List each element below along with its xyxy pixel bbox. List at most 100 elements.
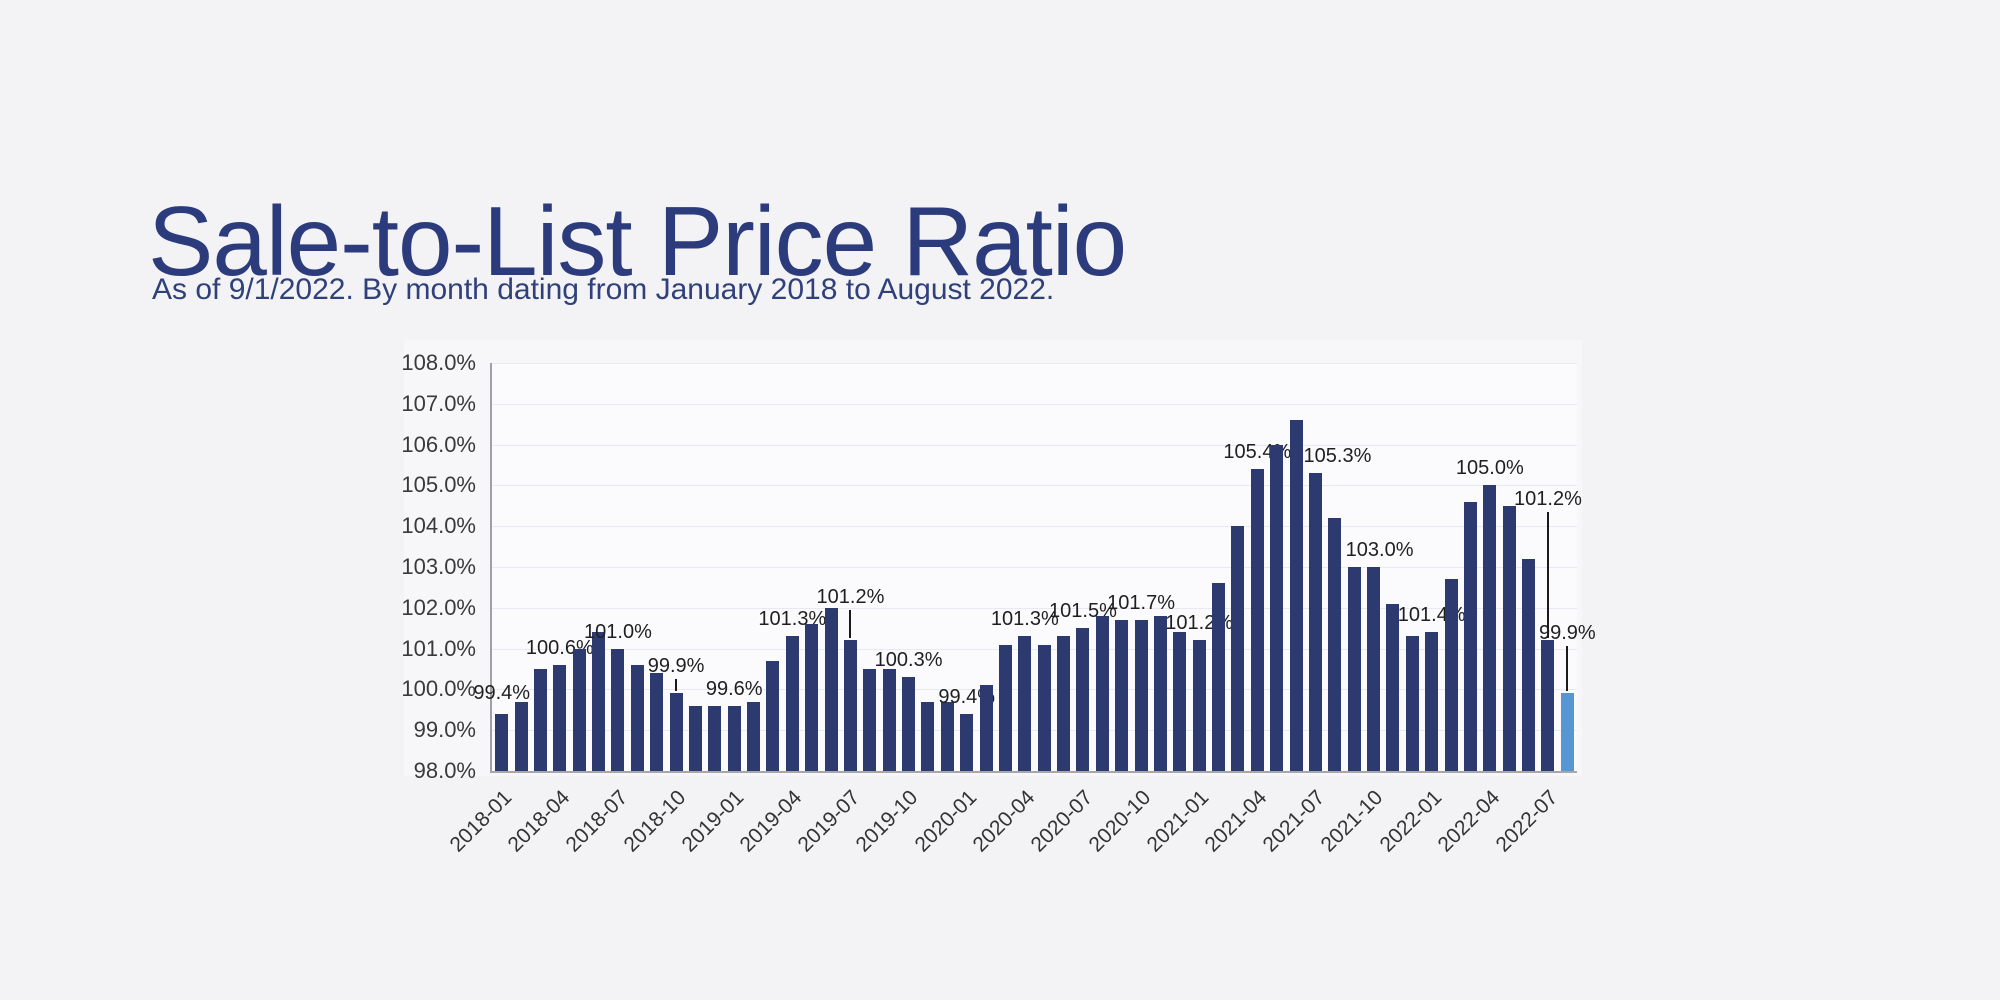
bar-2019-06 [824, 607, 838, 771]
bar-2019-03 [766, 660, 780, 771]
x-axis-tick-text: 2018-01 [445, 785, 516, 857]
bar-2019-02 [747, 701, 761, 771]
bar-value-label: 99.9% [647, 655, 705, 678]
x-axis-tick-text: 2020-01 [910, 785, 981, 857]
y-axis-tick-label: 108.0% [401, 350, 476, 375]
bar-2020-10 [1134, 620, 1148, 771]
bar-2019-11 [921, 701, 935, 771]
bar-2022-05 [1502, 505, 1516, 771]
y-axis-tick-label: 99.0% [413, 717, 476, 743]
bar-2018-12 [708, 705, 722, 771]
bar-value-label: 103.0% [1345, 539, 1414, 561]
bar-2018-07 [611, 648, 625, 771]
bar-2018-01 [495, 713, 509, 771]
y-axis-tick-label: 102.0% [401, 594, 476, 620]
bar-2018-08 [630, 664, 644, 771]
leader-line [849, 610, 852, 639]
bar-2020-03 [998, 644, 1012, 771]
x-axis-tick-text: 2020-10 [1084, 785, 1156, 857]
bar-2022-01 [1425, 632, 1439, 771]
bar-2020-07 [1076, 628, 1090, 771]
x-axis-tick-text: 2019-04 [735, 785, 807, 857]
bar-value-label: 105.3% [1303, 445, 1372, 468]
bar-2022-04 [1483, 485, 1497, 771]
page-subtitle: As of 9/1/2022. By month dating from Jan… [152, 273, 1055, 306]
y-axis-tick-label: 103.0% [401, 554, 476, 579]
bar-2020-08 [1095, 615, 1109, 771]
bar-2022-06 [1522, 558, 1536, 771]
bar-2021-08 [1328, 518, 1342, 771]
y-axis-tick-label: 105.0% [401, 472, 476, 498]
bar-2019-09 [882, 669, 896, 771]
x-axis-tick-text: 2022-04 [1433, 785, 1505, 857]
bar-2019-07 [843, 640, 857, 771]
page-title: Sale-to-List Price Ratio [148, 185, 1127, 296]
bar-2018-02 [514, 701, 528, 771]
bar-2019-10 [902, 677, 916, 771]
x-axis-tick-text: 2021-04 [1200, 785, 1272, 857]
x-axis-tick-text: 2019-07 [793, 785, 865, 857]
bar-2021-07 [1308, 473, 1322, 771]
gridline [492, 485, 1577, 487]
y-axis-tick-label: 98.0% [413, 758, 476, 783]
bar-2020-11 [1153, 615, 1167, 771]
bar-value-label: 100.3% [874, 649, 943, 672]
gridline [492, 444, 1577, 446]
bar-value-label: 101.2% [1514, 488, 1582, 511]
bar-2021-12 [1405, 636, 1419, 771]
bar-2020-05 [1037, 644, 1051, 771]
bar-2018-11 [688, 705, 702, 771]
bar-2018-10 [669, 693, 683, 771]
bar-2019-01 [727, 705, 741, 771]
bar-value-label: 101.7% [1107, 592, 1175, 615]
bar-2021-05 [1270, 444, 1284, 771]
x-axis-tick-text: 2022-01 [1375, 785, 1446, 857]
x-axis-tick-text: 2018-07 [561, 785, 633, 857]
bar-2021-03 [1231, 526, 1245, 771]
bar-2021-01 [1192, 640, 1206, 771]
y-axis-tick-label: 101.0% [401, 635, 476, 661]
bar-2022-02 [1444, 579, 1458, 771]
y-axis-tick-label: 106.0% [401, 431, 476, 457]
leader-line [675, 679, 678, 692]
bar-2021-02 [1212, 583, 1226, 771]
bar-2021-10 [1367, 567, 1381, 771]
bar-2019-04 [785, 636, 799, 771]
bar-2018-06 [592, 632, 606, 771]
x-axis-tick-text: 2021-07 [1258, 785, 1330, 857]
bar-2018-03 [533, 669, 547, 771]
bar-value-label: 101.2% [816, 586, 885, 609]
y-axis-tick-label: 100.0% [401, 676, 476, 702]
leader-line [1566, 646, 1569, 692]
bar-2021-09 [1347, 567, 1361, 771]
x-axis-tick-text: 2021-10 [1317, 785, 1388, 857]
x-axis-tick-text: 2020-04 [968, 785, 1040, 857]
bar-value-label: 99.4% [473, 681, 531, 704]
gridline [492, 526, 1577, 528]
y-axis-tick-label: 107.0% [401, 390, 476, 416]
bar-2018-05 [572, 648, 586, 771]
plot-area: 99.4% 100.6% 101.0% 99.9% 99.6% 101.3% 101.2% 1… [473, 363, 1596, 773]
bar-2021-11 [1386, 603, 1400, 771]
bar-2019-12 [940, 701, 954, 771]
bar-2021-06 [1289, 420, 1303, 771]
bar-2022-03 [1463, 501, 1477, 771]
leader-line [1546, 512, 1549, 639]
bar-2020-09 [1115, 620, 1129, 771]
x-axis-tick-text: 2022-07 [1491, 785, 1563, 857]
bar-value-label: 101.0% [584, 620, 652, 643]
bar-value-label: 99.6% [705, 677, 763, 700]
bar-2021-04 [1250, 469, 1264, 771]
bar-2022-07 [1541, 640, 1555, 771]
gridline [492, 403, 1577, 405]
bar-2019-08 [863, 669, 877, 771]
bar-value-label: 99.9% [1538, 622, 1596, 645]
bar-2022-08 [1560, 693, 1574, 771]
gridline [492, 363, 1577, 364]
bar-2020-02 [979, 685, 993, 771]
x-axis-tick-text: 2018-10 [619, 785, 691, 857]
bar-2020-04 [1018, 636, 1032, 771]
x-axis-tick-text: 2018-04 [503, 785, 575, 857]
bar-2018-04 [553, 664, 567, 771]
